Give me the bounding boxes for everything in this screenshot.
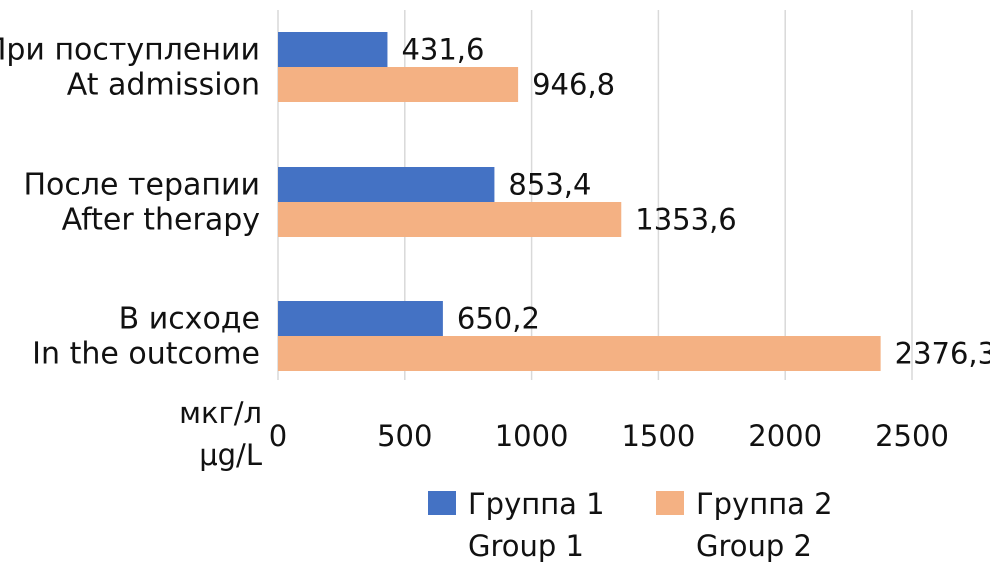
tick-label-3: 1500 <box>621 419 695 453</box>
legend-label-series2-0: Группа 2 <box>696 487 833 521</box>
unit-label-1: μg/L <box>199 438 262 472</box>
bar-series2-1 <box>278 202 622 237</box>
legend-label-series1-1: Group 1 <box>468 529 584 563</box>
data-label-series2-0: 946,8 <box>532 68 615 102</box>
bar-series1-0 <box>278 32 388 67</box>
bar-series1-1 <box>278 167 495 202</box>
legend-label-series1-0: Группа 1 <box>468 487 605 521</box>
tick-label-1: 500 <box>377 419 432 453</box>
unit-label-0: мкг/л <box>179 396 262 430</box>
data-label-series1-0: 431,6 <box>401 33 484 67</box>
tick-label-2: 1000 <box>495 419 569 453</box>
bar-series2-0 <box>278 67 519 102</box>
legend-swatch-series2 <box>656 491 684 515</box>
category-label-2-1: In the outcome <box>32 337 260 372</box>
x-axis-ticks: 0 500 1000 1500 2000 2500 <box>269 419 949 453</box>
tick-label-0: 0 <box>269 419 287 453</box>
category-label-0-0: При поступлении <box>0 33 260 68</box>
category-label-1-1: After therapy <box>62 203 260 238</box>
tick-label-4: 2000 <box>748 419 822 453</box>
data-label-series2-2: 2376,3 <box>895 337 990 371</box>
data-label-series2-1: 1353,6 <box>635 203 736 237</box>
category-label-0-1: At admission <box>67 68 260 103</box>
unit-label: мкг/л μg/L <box>179 396 262 472</box>
data-label-series1-1: 853,4 <box>508 168 591 202</box>
category-label-1-0: После терапии <box>23 168 260 203</box>
data-label-series1-2: 650,2 <box>457 302 540 336</box>
bars <box>278 32 881 371</box>
data-labels: 431,6 853,4 650,2 946,8 1353,6 2376,3 <box>401 33 990 371</box>
legend-swatch-series1 <box>428 491 456 515</box>
bar-series1-2 <box>278 301 443 336</box>
legend-label-series2-1: Group 2 <box>696 529 812 563</box>
legend: Группа 1 Group 1 Группа 2 Group 2 <box>428 487 833 563</box>
category-label-2-0: В исходе <box>119 302 260 337</box>
tick-label-5: 2500 <box>875 419 949 453</box>
bar-series2-2 <box>278 336 881 371</box>
